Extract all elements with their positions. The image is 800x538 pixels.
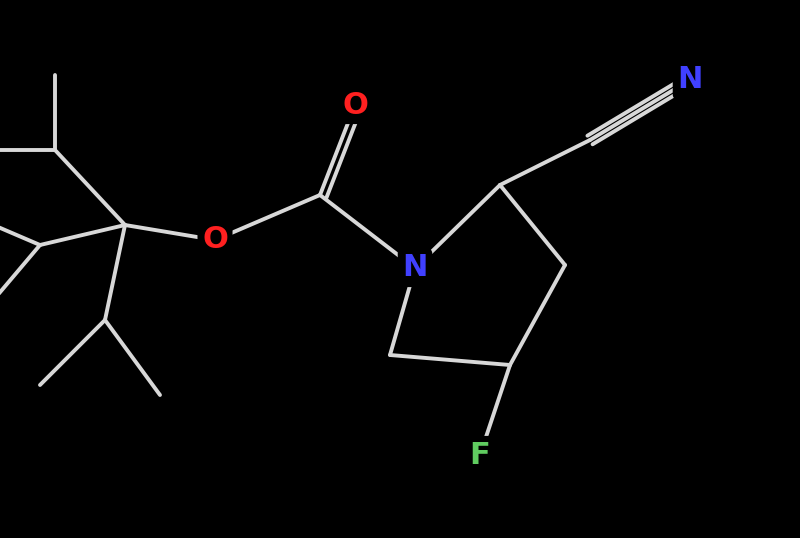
Text: O: O: [342, 90, 368, 119]
Text: N: N: [678, 66, 702, 95]
Text: N: N: [402, 253, 428, 282]
Text: F: F: [470, 441, 490, 470]
Text: O: O: [202, 225, 228, 254]
